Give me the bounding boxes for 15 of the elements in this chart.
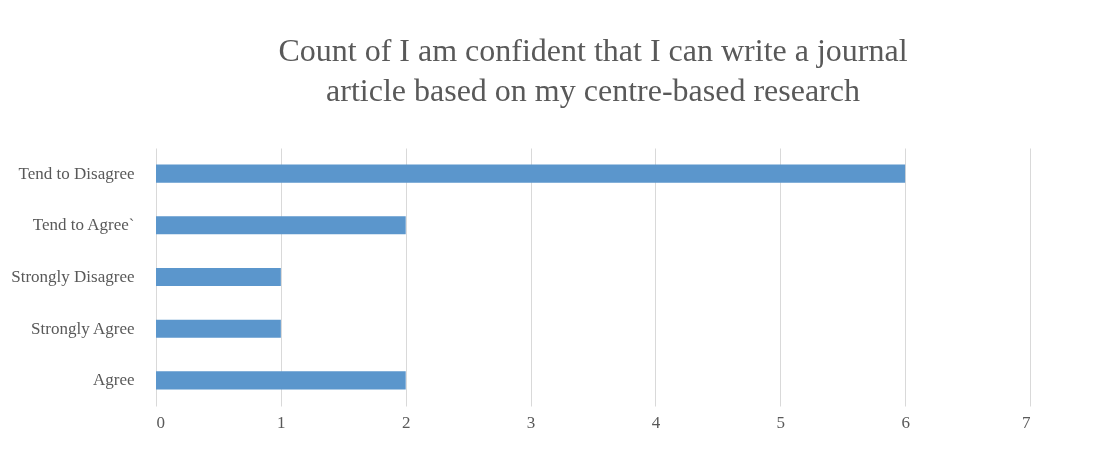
x-tick-label: 4 bbox=[651, 412, 661, 432]
x-tick-label: 6 bbox=[901, 412, 910, 432]
y-tick-label: Strongly Agree bbox=[31, 318, 135, 338]
x-tick-label: 0 bbox=[156, 412, 165, 432]
y-tick-label: Tend to Agree` bbox=[32, 215, 135, 235]
text: Count of I am confident that I can write a journal bbox=[278, 32, 908, 68]
y-tick-label: Tend to Disagree bbox=[18, 163, 135, 183]
y-tick-label: Agree bbox=[92, 370, 135, 390]
x-tick-label: 7 bbox=[1022, 412, 1031, 432]
text: article based on my centre-based research bbox=[326, 72, 860, 108]
x-tick-label: 1 bbox=[277, 412, 286, 432]
x-tick-label: 2 bbox=[401, 412, 411, 432]
x-tick-label: 5 bbox=[776, 412, 786, 432]
x-tick-label: 3 bbox=[526, 412, 536, 432]
y-tick-label: Strongly Disagree bbox=[11, 267, 135, 286]
